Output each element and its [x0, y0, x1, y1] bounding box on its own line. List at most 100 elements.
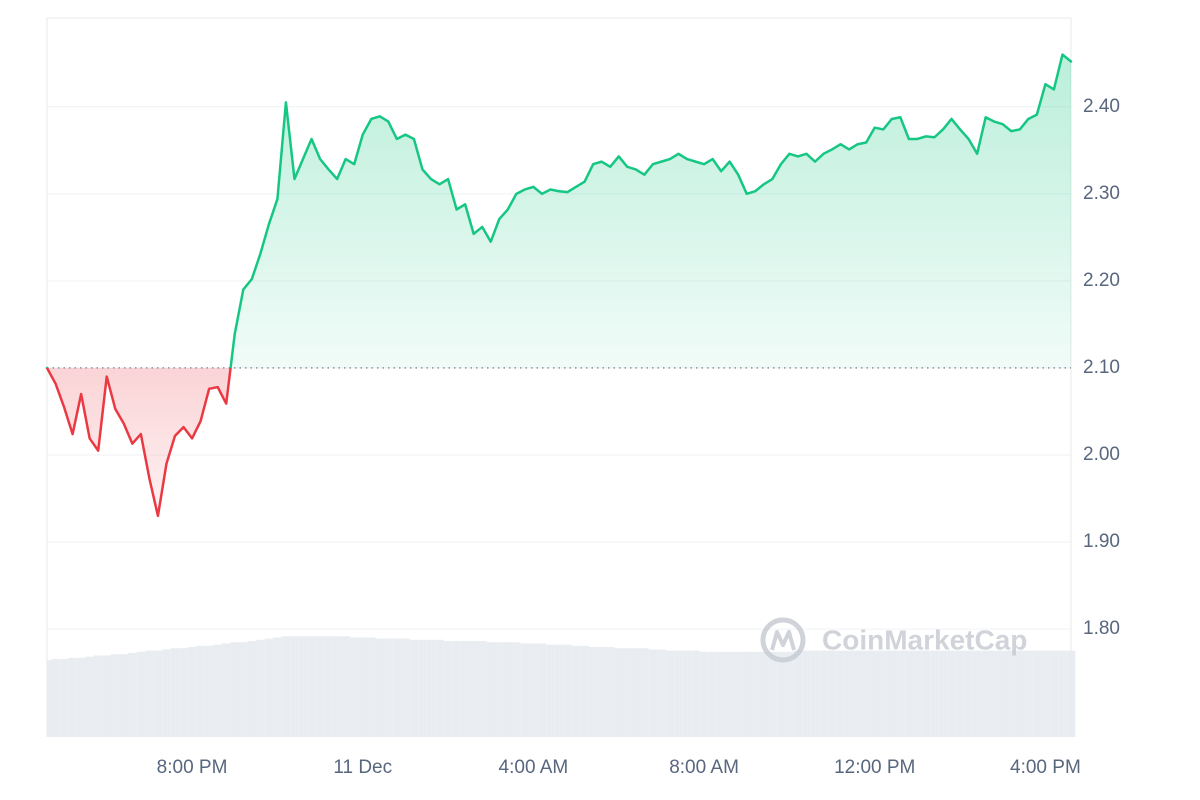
volume-bar	[776, 651, 786, 737]
volume-bar	[230, 642, 239, 737]
volume-bar	[1024, 650, 1033, 737]
axis-labels: 1.80 1.90 2.00 2.10 2.20 2.30 2.40 8:00 PM 11 De…	[157, 96, 1120, 778]
volume-bar	[384, 638, 393, 737]
volume-bar	[1049, 650, 1059, 737]
volume-bar	[930, 650, 939, 737]
volume-bar	[153, 650, 163, 737]
volume-bar	[1007, 650, 1016, 737]
volume-bar	[759, 651, 769, 737]
volume-bar	[921, 650, 931, 737]
volume-bar	[264, 638, 274, 737]
volume-bar	[426, 639, 436, 737]
x-tick-label: 12:00 PM	[834, 757, 915, 778]
volume-bar	[640, 648, 649, 737]
volume-bar	[725, 651, 734, 737]
volume-bar	[708, 651, 717, 737]
volume-bar	[119, 654, 129, 737]
volume-bar	[665, 650, 675, 737]
volume-bar	[1032, 650, 1042, 737]
volume-bar	[742, 651, 751, 737]
volume-bar	[179, 648, 188, 737]
volume-bar	[810, 650, 820, 737]
volume-bar	[435, 639, 444, 737]
volume-bar	[76, 657, 86, 737]
volume-bar	[870, 650, 879, 737]
volume-bar	[1015, 650, 1025, 737]
volume-bar	[307, 636, 316, 737]
price-area	[47, 54, 1071, 516]
volume-bar	[537, 643, 547, 737]
volume-bar	[273, 637, 282, 737]
volume-bar	[145, 650, 154, 737]
volume-bar	[793, 650, 803, 737]
volume-bar	[256, 639, 265, 737]
plot	[45, 53, 1073, 518]
volume-bar	[571, 645, 581, 737]
volume-bar	[887, 650, 897, 737]
volume-bar	[349, 637, 359, 737]
volume-bar	[315, 636, 325, 737]
volume-bar	[51, 659, 60, 737]
volume-bar	[93, 655, 103, 737]
volume-bar	[844, 650, 854, 737]
volume-bar	[964, 650, 973, 737]
volume-bar	[989, 650, 999, 737]
volume-bar	[623, 648, 632, 737]
volume-bar	[631, 648, 641, 737]
volume-bar	[1041, 650, 1050, 737]
volume-bar	[682, 650, 692, 737]
watermark: CoinMarketCap	[760, 617, 1027, 663]
volume-bar	[495, 642, 504, 737]
volume-bar	[332, 636, 342, 737]
y-tick-label: 2.00	[1083, 444, 1120, 465]
volume-bar	[477, 641, 487, 737]
y-tick-label: 2.30	[1083, 183, 1120, 204]
volume-bar	[699, 651, 709, 737]
volume-bar	[520, 643, 530, 737]
x-tick-label: 8:00 PM	[157, 757, 228, 778]
volume-bar	[674, 650, 683, 737]
volume-bar	[324, 636, 333, 737]
volume-bar	[59, 659, 69, 737]
volume-bar	[785, 651, 794, 737]
volume-bar	[648, 649, 658, 737]
volume-bar	[281, 636, 291, 737]
volume-bar	[170, 648, 180, 737]
volume-bar	[247, 641, 257, 737]
volume-bar	[443, 641, 453, 737]
volume-bar	[298, 636, 308, 737]
volume-bars	[47, 636, 1076, 737]
volume-bar	[529, 643, 538, 737]
volume-bar	[861, 650, 871, 737]
volume-bar	[1058, 650, 1067, 737]
volume-bar	[136, 651, 146, 737]
volume-bar	[716, 651, 726, 737]
volume-bar	[853, 650, 862, 737]
volume-bar	[221, 643, 231, 737]
volume-bar	[605, 647, 615, 737]
volume-bar	[691, 650, 700, 737]
volume-bar	[998, 650, 1007, 737]
volume-bar	[162, 649, 171, 737]
volume-bar	[102, 655, 111, 737]
y-tick-label: 2.10	[1083, 357, 1120, 378]
volume-bar	[290, 636, 299, 737]
volume-bar	[111, 654, 120, 737]
volume-bar	[213, 644, 222, 737]
y-tick-label: 1.80	[1083, 618, 1120, 639]
volume-bar	[187, 647, 197, 737]
x-tick-label: 4:00 AM	[499, 757, 569, 778]
volume-bar	[580, 645, 589, 737]
volume-bar	[827, 650, 837, 737]
volume-bar	[460, 641, 470, 737]
volume-bar	[819, 650, 828, 737]
y-tick-label: 1.90	[1083, 531, 1120, 552]
y-tick-label: 2.40	[1083, 96, 1120, 117]
watermark-text: CoinMarketCap	[822, 624, 1027, 655]
volume-bar	[375, 638, 385, 737]
volume-bar	[588, 647, 598, 737]
volume-bar	[913, 650, 922, 737]
volume-bar	[947, 650, 956, 737]
